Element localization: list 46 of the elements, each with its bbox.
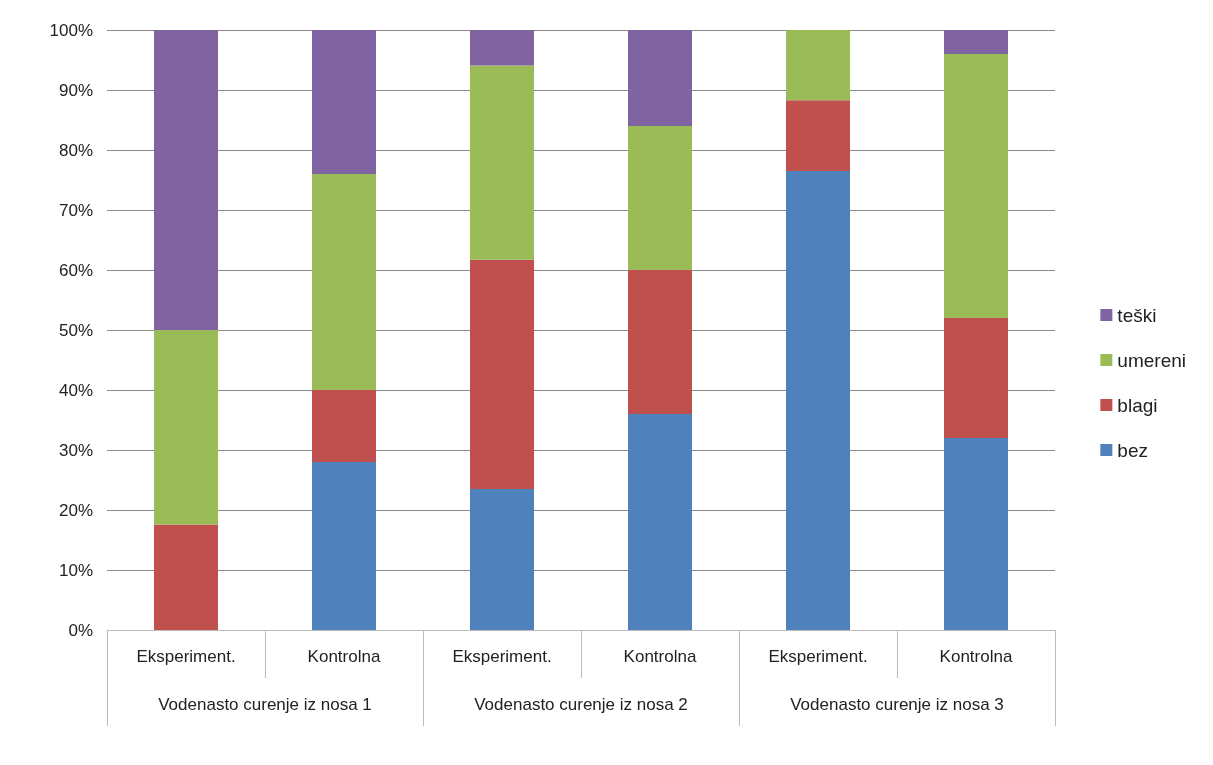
legend-label: teški — [1117, 304, 1157, 326]
bar — [944, 318, 1008, 438]
x-tick-label: Eksperiment. — [136, 647, 236, 666]
bar — [312, 390, 376, 462]
y-tick-label: 70% — [58, 200, 93, 220]
bar — [470, 65, 534, 260]
bar — [470, 259, 534, 489]
y-tick-label: 30% — [58, 440, 93, 460]
text: Vodenasto curenje iz nosa 1 — [158, 695, 372, 714]
x-tick-label: Eksperiment. — [452, 647, 552, 666]
bar — [786, 30, 850, 101]
x-tick-label: Eksperiment. — [768, 647, 868, 666]
bar — [628, 126, 692, 270]
y-tick-label: 0% — [68, 620, 93, 640]
y-tick-label: 90% — [58, 80, 93, 100]
text: Vodenasto curenje iz nosa 3 — [790, 695, 1004, 714]
x-tick-label: Kontrolna — [939, 647, 1013, 666]
y-tick-label: 60% — [58, 260, 93, 280]
bar — [628, 270, 692, 414]
bar — [470, 489, 534, 630]
bar — [628, 414, 692, 630]
y-tick-label: 20% — [58, 500, 93, 520]
y-tick-label: 40% — [58, 380, 93, 400]
y-tick-label: 10% — [58, 560, 93, 580]
bar — [154, 524, 218, 630]
bar — [312, 30, 376, 174]
bar — [628, 30, 692, 126]
bar — [944, 54, 1008, 318]
x-tick-label: Kontrolna — [623, 647, 697, 666]
legend-label: umereni — [1117, 349, 1187, 371]
bar — [312, 174, 376, 390]
bar — [944, 30, 1008, 54]
bar — [786, 100, 850, 171]
bar — [786, 171, 850, 630]
y-tick-label: 80% — [58, 140, 93, 160]
y-tick-label: 100% — [49, 20, 93, 40]
bar — [312, 462, 376, 630]
bar — [154, 30, 218, 330]
bar — [944, 438, 1008, 630]
x-tick-label: Kontrolna — [307, 647, 381, 666]
bar — [154, 330, 218, 525]
y-tick-label: 50% — [58, 320, 93, 340]
legend-label: blagi — [1117, 394, 1158, 416]
legend-label: bez — [1117, 439, 1148, 461]
text: Vodenasto curenje iz nosa 2 — [474, 695, 688, 714]
bar — [470, 30, 534, 66]
